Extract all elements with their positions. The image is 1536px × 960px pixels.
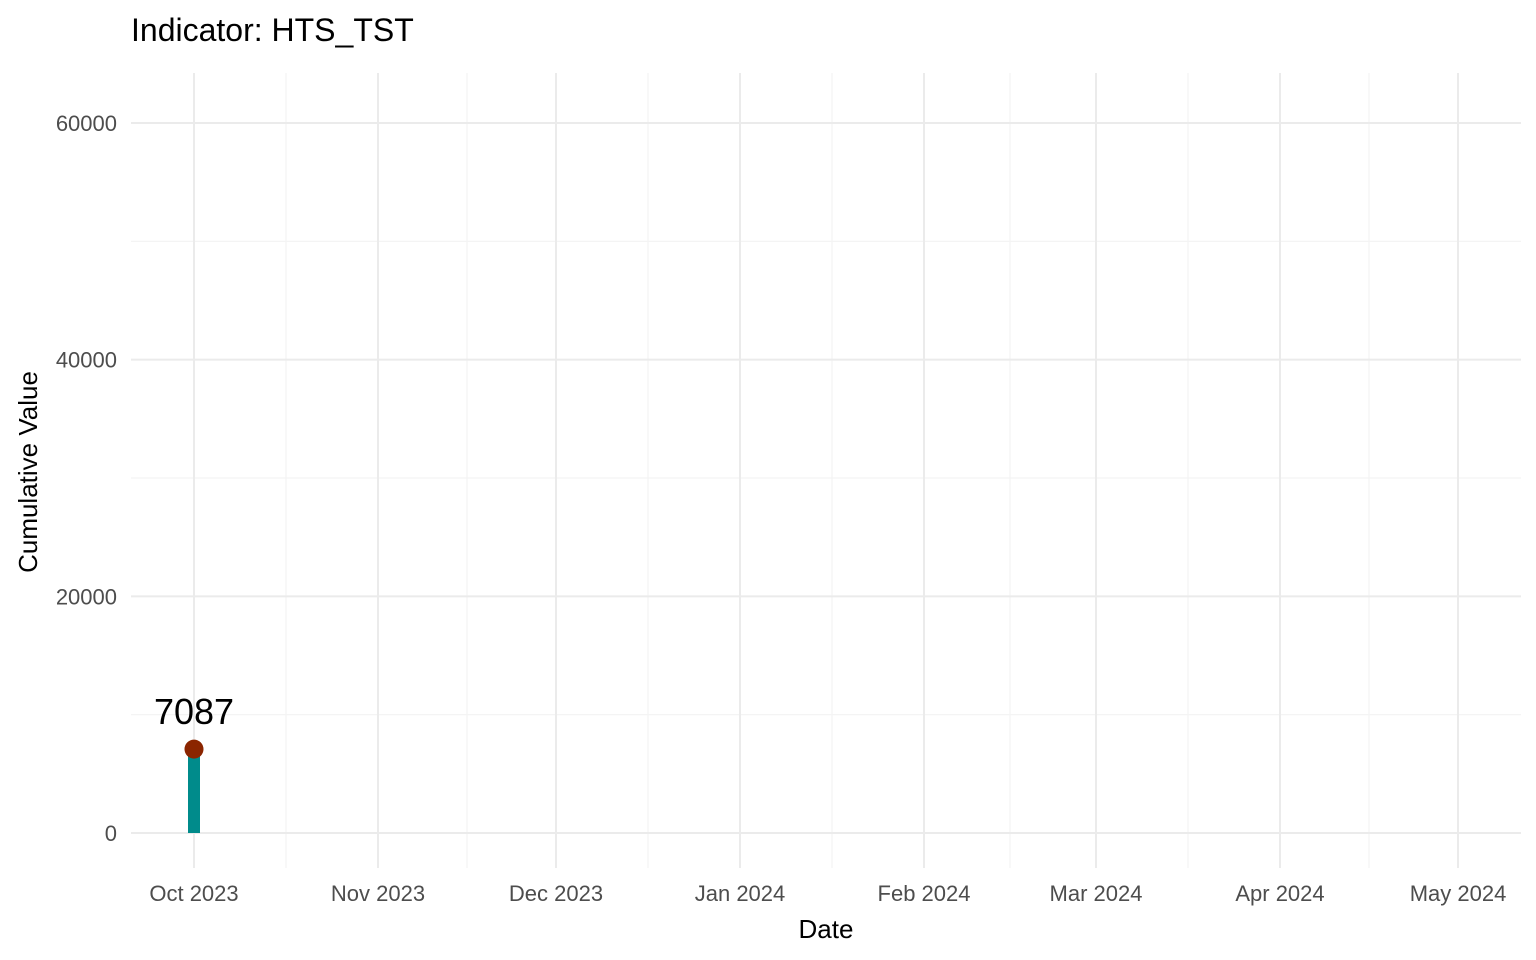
y-axis-ticks: 0 20000 40000 60000	[56, 111, 117, 846]
data-marks: 7087	[154, 691, 234, 833]
x-tick-label: Nov 2023	[331, 881, 425, 906]
x-tick-label: Jan 2024	[695, 881, 786, 906]
x-tick-label: Oct 2023	[149, 881, 238, 906]
y-tick-label: 20000	[56, 584, 117, 609]
x-axis-title: Date	[799, 914, 854, 944]
data-point	[184, 739, 204, 759]
data-label: 7087	[154, 691, 234, 732]
x-axis-ticks: Oct 2023 Nov 2023 Dec 2023 Jan 2024 Feb 2024…	[149, 881, 1506, 906]
grid	[131, 73, 1521, 868]
x-tick-label: Feb 2024	[878, 881, 971, 906]
x-tick-label: Mar 2024	[1050, 881, 1143, 906]
chart-title: Indicator: HTS_TST	[131, 12, 414, 48]
y-axis-title: Cumulative Value	[13, 371, 43, 573]
y-tick-label: 0	[105, 821, 117, 846]
y-tick-label: 40000	[56, 348, 117, 373]
x-tick-label: May 2024	[1410, 881, 1507, 906]
bar	[188, 749, 200, 833]
x-tick-label: Apr 2024	[1235, 881, 1324, 906]
y-tick-label: 60000	[56, 111, 117, 136]
x-tick-label: Dec 2023	[509, 881, 603, 906]
